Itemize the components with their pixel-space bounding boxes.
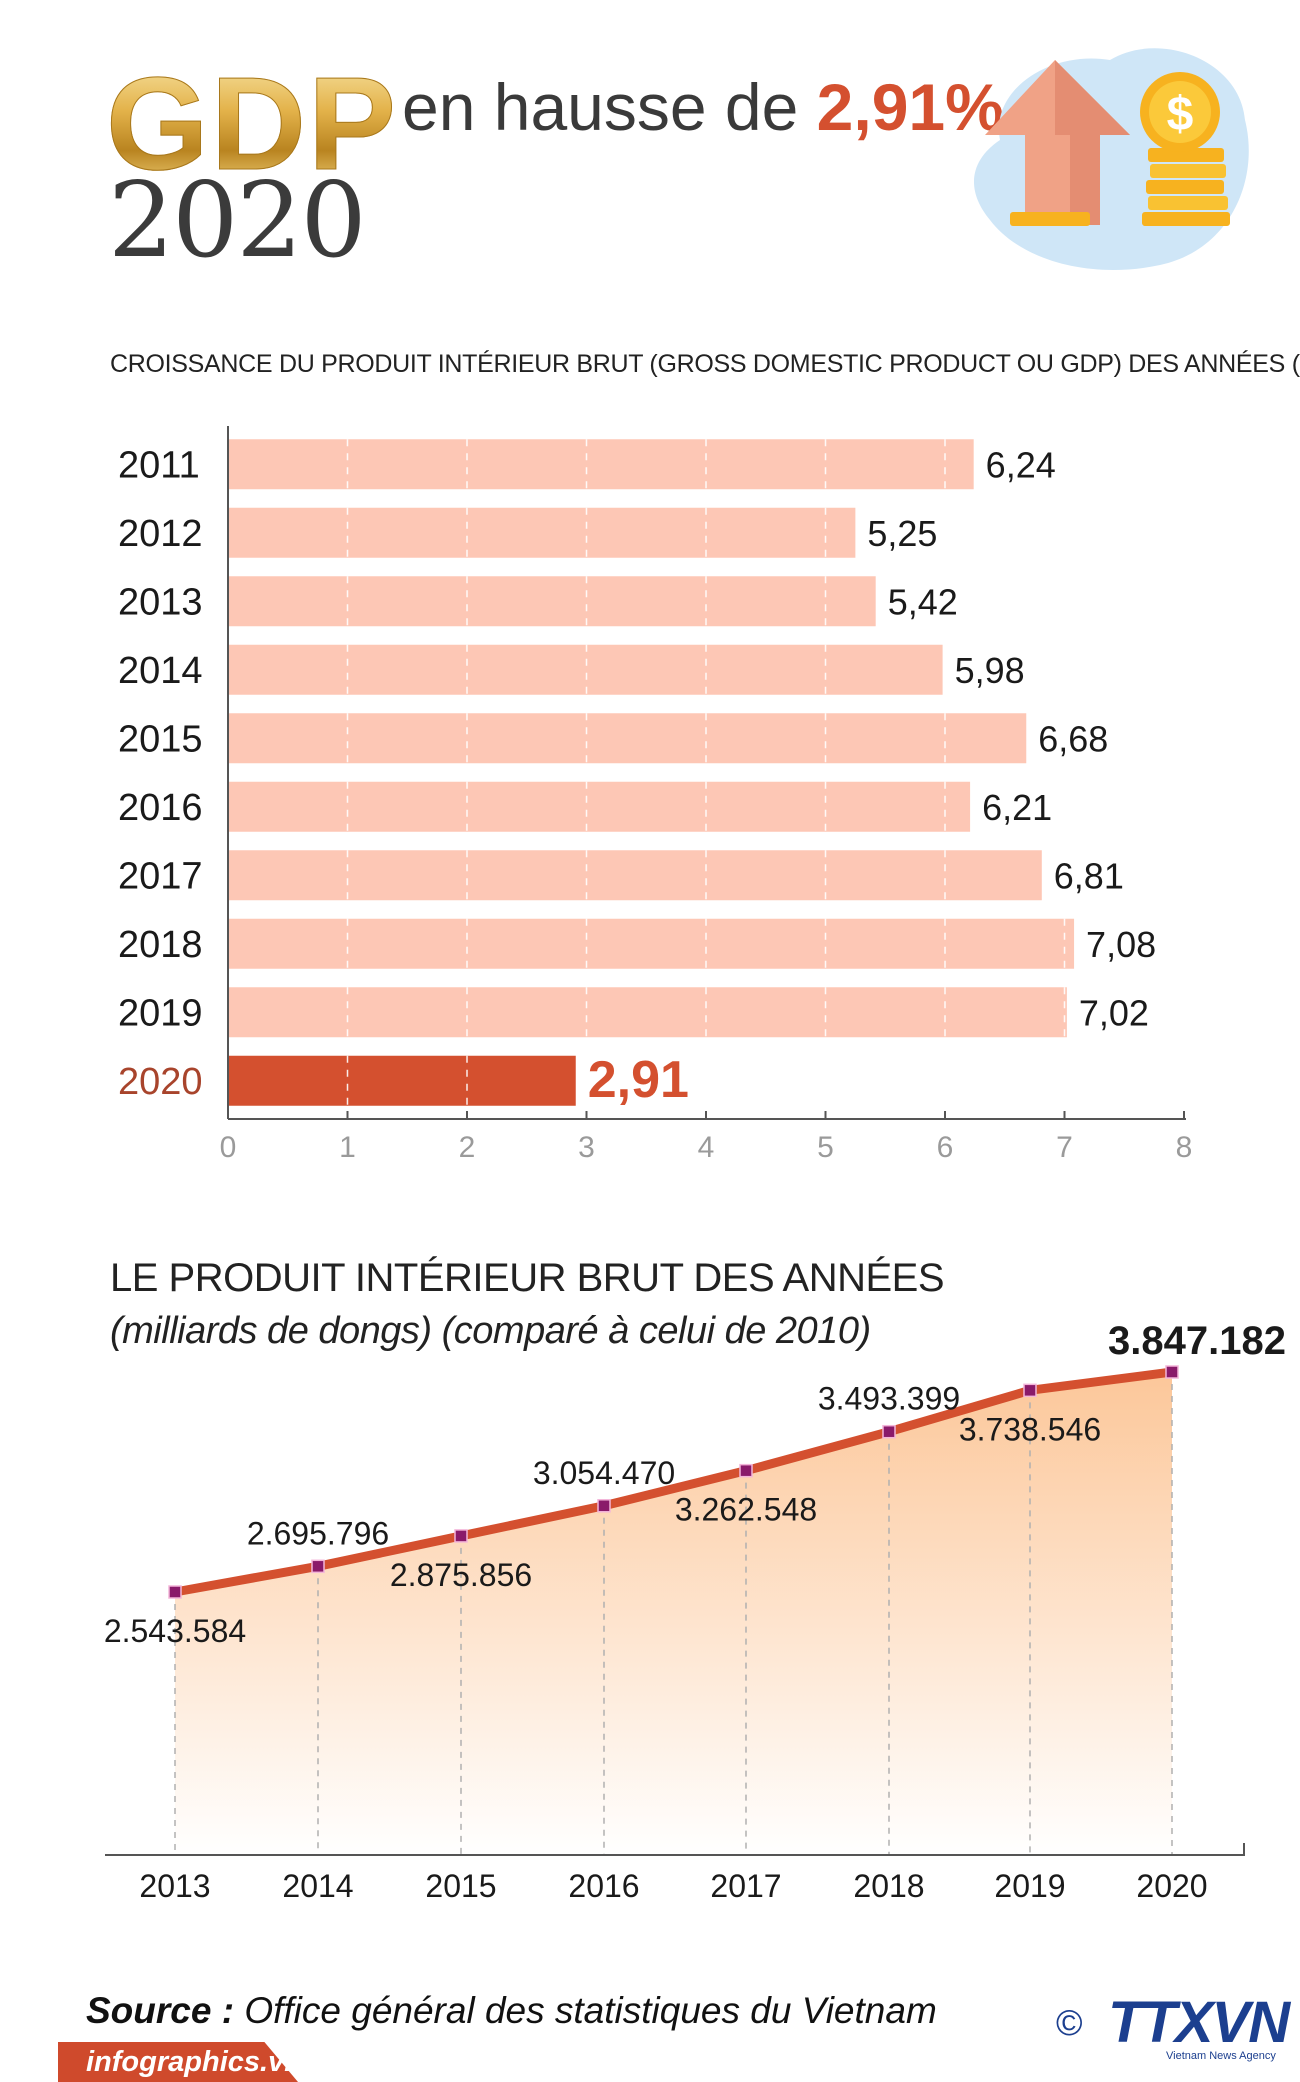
source-text: Office général des statistiques du Vietn… <box>244 1990 937 2031</box>
data-point <box>1023 1383 1037 1398</box>
source-label: Source : <box>86 1990 235 2031</box>
category-label: 2017 <box>118 855 203 897</box>
data-label: 5,42 <box>888 581 958 622</box>
data-label: 6,24 <box>986 444 1056 485</box>
data-label: 2.543.584 <box>104 1613 246 1649</box>
data-label: 6,21 <box>982 787 1052 828</box>
tick-label: 2 <box>459 1131 476 1164</box>
category-label: 2018 <box>118 924 203 966</box>
data-point <box>454 1529 468 1543</box>
bar-2017 <box>228 850 1042 901</box>
tick-label: 1 <box>339 1131 356 1164</box>
tick-label: 2015 <box>425 1868 496 1904</box>
data-label: 2.875.856 <box>390 1557 532 1593</box>
data-label: 3.847.182 <box>1108 1319 1286 1363</box>
header-illustration: $ <box>973 48 1249 270</box>
tick-label: 3 <box>578 1131 595 1164</box>
data-label: 3.493.399 <box>818 1381 960 1417</box>
agency-logo: TTXVN <box>1108 1990 1290 2055</box>
bar-2014 <box>228 644 943 695</box>
copyright-icon: © <box>1056 2002 1083 2043</box>
bar-2019 <box>228 987 1067 1038</box>
category-label: 2013 <box>118 581 203 623</box>
source-note: Source : Office général des statistiques… <box>86 1990 937 2032</box>
year-heading: 2020 <box>108 159 367 281</box>
data-point <box>597 1499 611 1513</box>
svg-text:$: $ <box>1167 88 1194 141</box>
data-label: 6,81 <box>1054 855 1124 896</box>
data-label: 6,68 <box>1038 718 1108 759</box>
tagline: en hausse de 2,91% <box>402 74 1004 140</box>
tagline-value: 2,91% <box>816 70 1004 144</box>
chart2-subtitle: (milliards de dongs) (comparé à celui de… <box>110 1310 871 1352</box>
gdp-heading: GDP <box>105 50 399 197</box>
category-label: 2016 <box>118 787 203 829</box>
category-label: 2020 <box>118 1061 203 1103</box>
data-label: 2.695.796 <box>247 1515 389 1551</box>
category-label: 2014 <box>118 650 203 692</box>
up-arrow-icon <box>985 60 1130 225</box>
category-label: 2019 <box>118 992 203 1034</box>
category-label: 2012 <box>118 513 203 555</box>
data-point <box>882 1424 896 1439</box>
tick-label: 2013 <box>139 1868 210 1904</box>
tick-label: 4 <box>698 1131 715 1164</box>
tick-label: 2017 <box>710 1868 781 1904</box>
bar-2020 <box>228 1055 576 1106</box>
tagline-prefix: en hausse de <box>402 70 799 144</box>
footer-ribbon <box>58 2042 298 2082</box>
bar-2016 <box>228 781 971 832</box>
data-label: 5,98 <box>955 650 1025 691</box>
dollar-coin-icon: $ <box>1140 72 1220 152</box>
bar-2011 <box>228 439 974 490</box>
bar-2015 <box>228 713 1027 764</box>
area-fill <box>175 1372 1172 1855</box>
tick-label: 2014 <box>282 1868 353 1904</box>
tick-label: 2019 <box>994 1868 1065 1904</box>
category-label: 2011 <box>118 444 200 486</box>
data-point <box>1165 1365 1179 1379</box>
data-label: 3.738.546 <box>959 1411 1101 1447</box>
data-label: 5,25 <box>867 513 937 554</box>
tick-label: 7 <box>1056 1131 1073 1164</box>
tick-label: 0 <box>220 1131 237 1164</box>
bar-2012 <box>228 507 856 558</box>
tick-label: 2018 <box>853 1868 924 1904</box>
tick-label: 5 <box>817 1131 834 1164</box>
data-label: 3.054.470 <box>533 1455 675 1491</box>
tick-label: 2020 <box>1136 1868 1207 1904</box>
series-line <box>170 1367 1177 1597</box>
chart2-title: LE PRODUIT INTÉRIEUR BRUT DES ANNÉES <box>110 1256 945 1300</box>
chart1-title: CROISSANCE DU PRODUIT INTÉRIEUR BRUT (GR… <box>110 350 1300 378</box>
data-label: 7,02 <box>1079 992 1149 1033</box>
tick-label: 8 <box>1176 1131 1193 1164</box>
bar-2018 <box>228 918 1075 969</box>
category-label: 2015 <box>118 718 203 760</box>
data-label: 7,08 <box>1086 924 1156 965</box>
tick-label: 6 <box>937 1131 954 1164</box>
data-point <box>311 1559 325 1574</box>
site-link[interactable]: infographics.vn <box>86 2046 302 2078</box>
data-label: 3.262.548 <box>675 1492 817 1528</box>
data-label: 2,91 <box>588 1051 689 1109</box>
data-point <box>168 1585 182 1599</box>
bar-2013 <box>228 576 876 627</box>
agency-subtitle: Vietnam News Agency <box>1166 2050 1276 2062</box>
data-point <box>739 1463 753 1478</box>
tick-label: 2016 <box>568 1868 639 1904</box>
coin-stack-icon <box>1010 148 1230 226</box>
